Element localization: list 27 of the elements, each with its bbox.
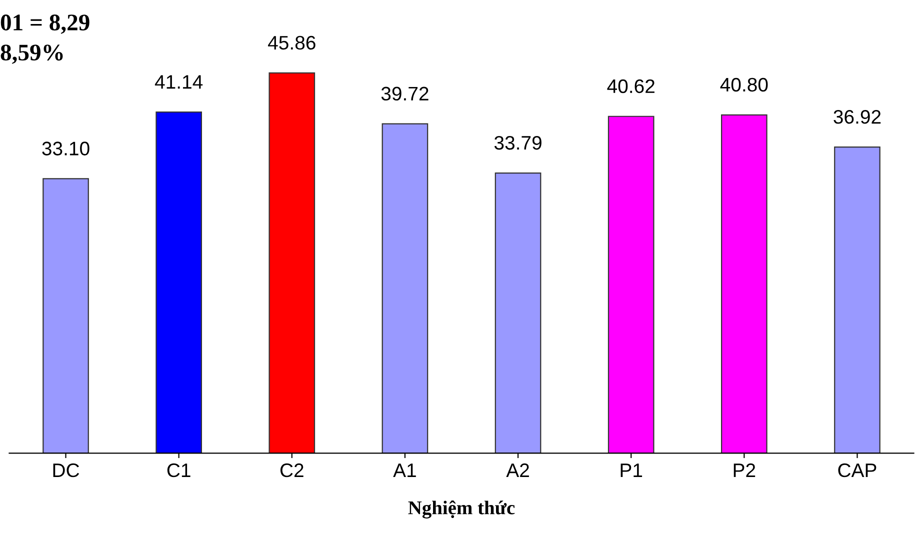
data-label: 45.86 — [268, 36, 316, 50]
x-tick-label: CAP — [838, 463, 876, 478]
x-tick-label: P1 — [620, 464, 642, 477]
bar — [721, 114, 768, 454]
text: 8,59% — [0, 44, 63, 64]
bar — [156, 112, 202, 454]
data-label: 39.72 — [381, 86, 428, 101]
x-tick-label: A2 — [506, 463, 529, 477]
x-tick-label: C2 — [280, 463, 304, 478]
data-label: 33.79 — [494, 136, 542, 150]
data-label: 40.80 — [720, 78, 768, 92]
x-tick-label: C1 — [167, 463, 190, 478]
data-label: 40.62 — [607, 79, 654, 94]
bar — [268, 72, 316, 454]
bar — [834, 146, 880, 454]
data-label: 33.10 — [42, 142, 90, 156]
text: 01 = 8,29 — [0, 14, 90, 34]
bar — [42, 178, 89, 454]
data-label: 41.14 — [154, 75, 203, 89]
x-tick-label: A1 — [393, 464, 416, 477]
bar — [494, 172, 542, 454]
x-tick-label: P2 — [734, 463, 756, 477]
x-tick-label: DC — [53, 463, 80, 478]
bar — [382, 123, 428, 454]
data-label: 36.92 — [834, 110, 881, 124]
x-axis-title: Nghiệm thức — [408, 500, 515, 518]
bar — [608, 116, 654, 454]
